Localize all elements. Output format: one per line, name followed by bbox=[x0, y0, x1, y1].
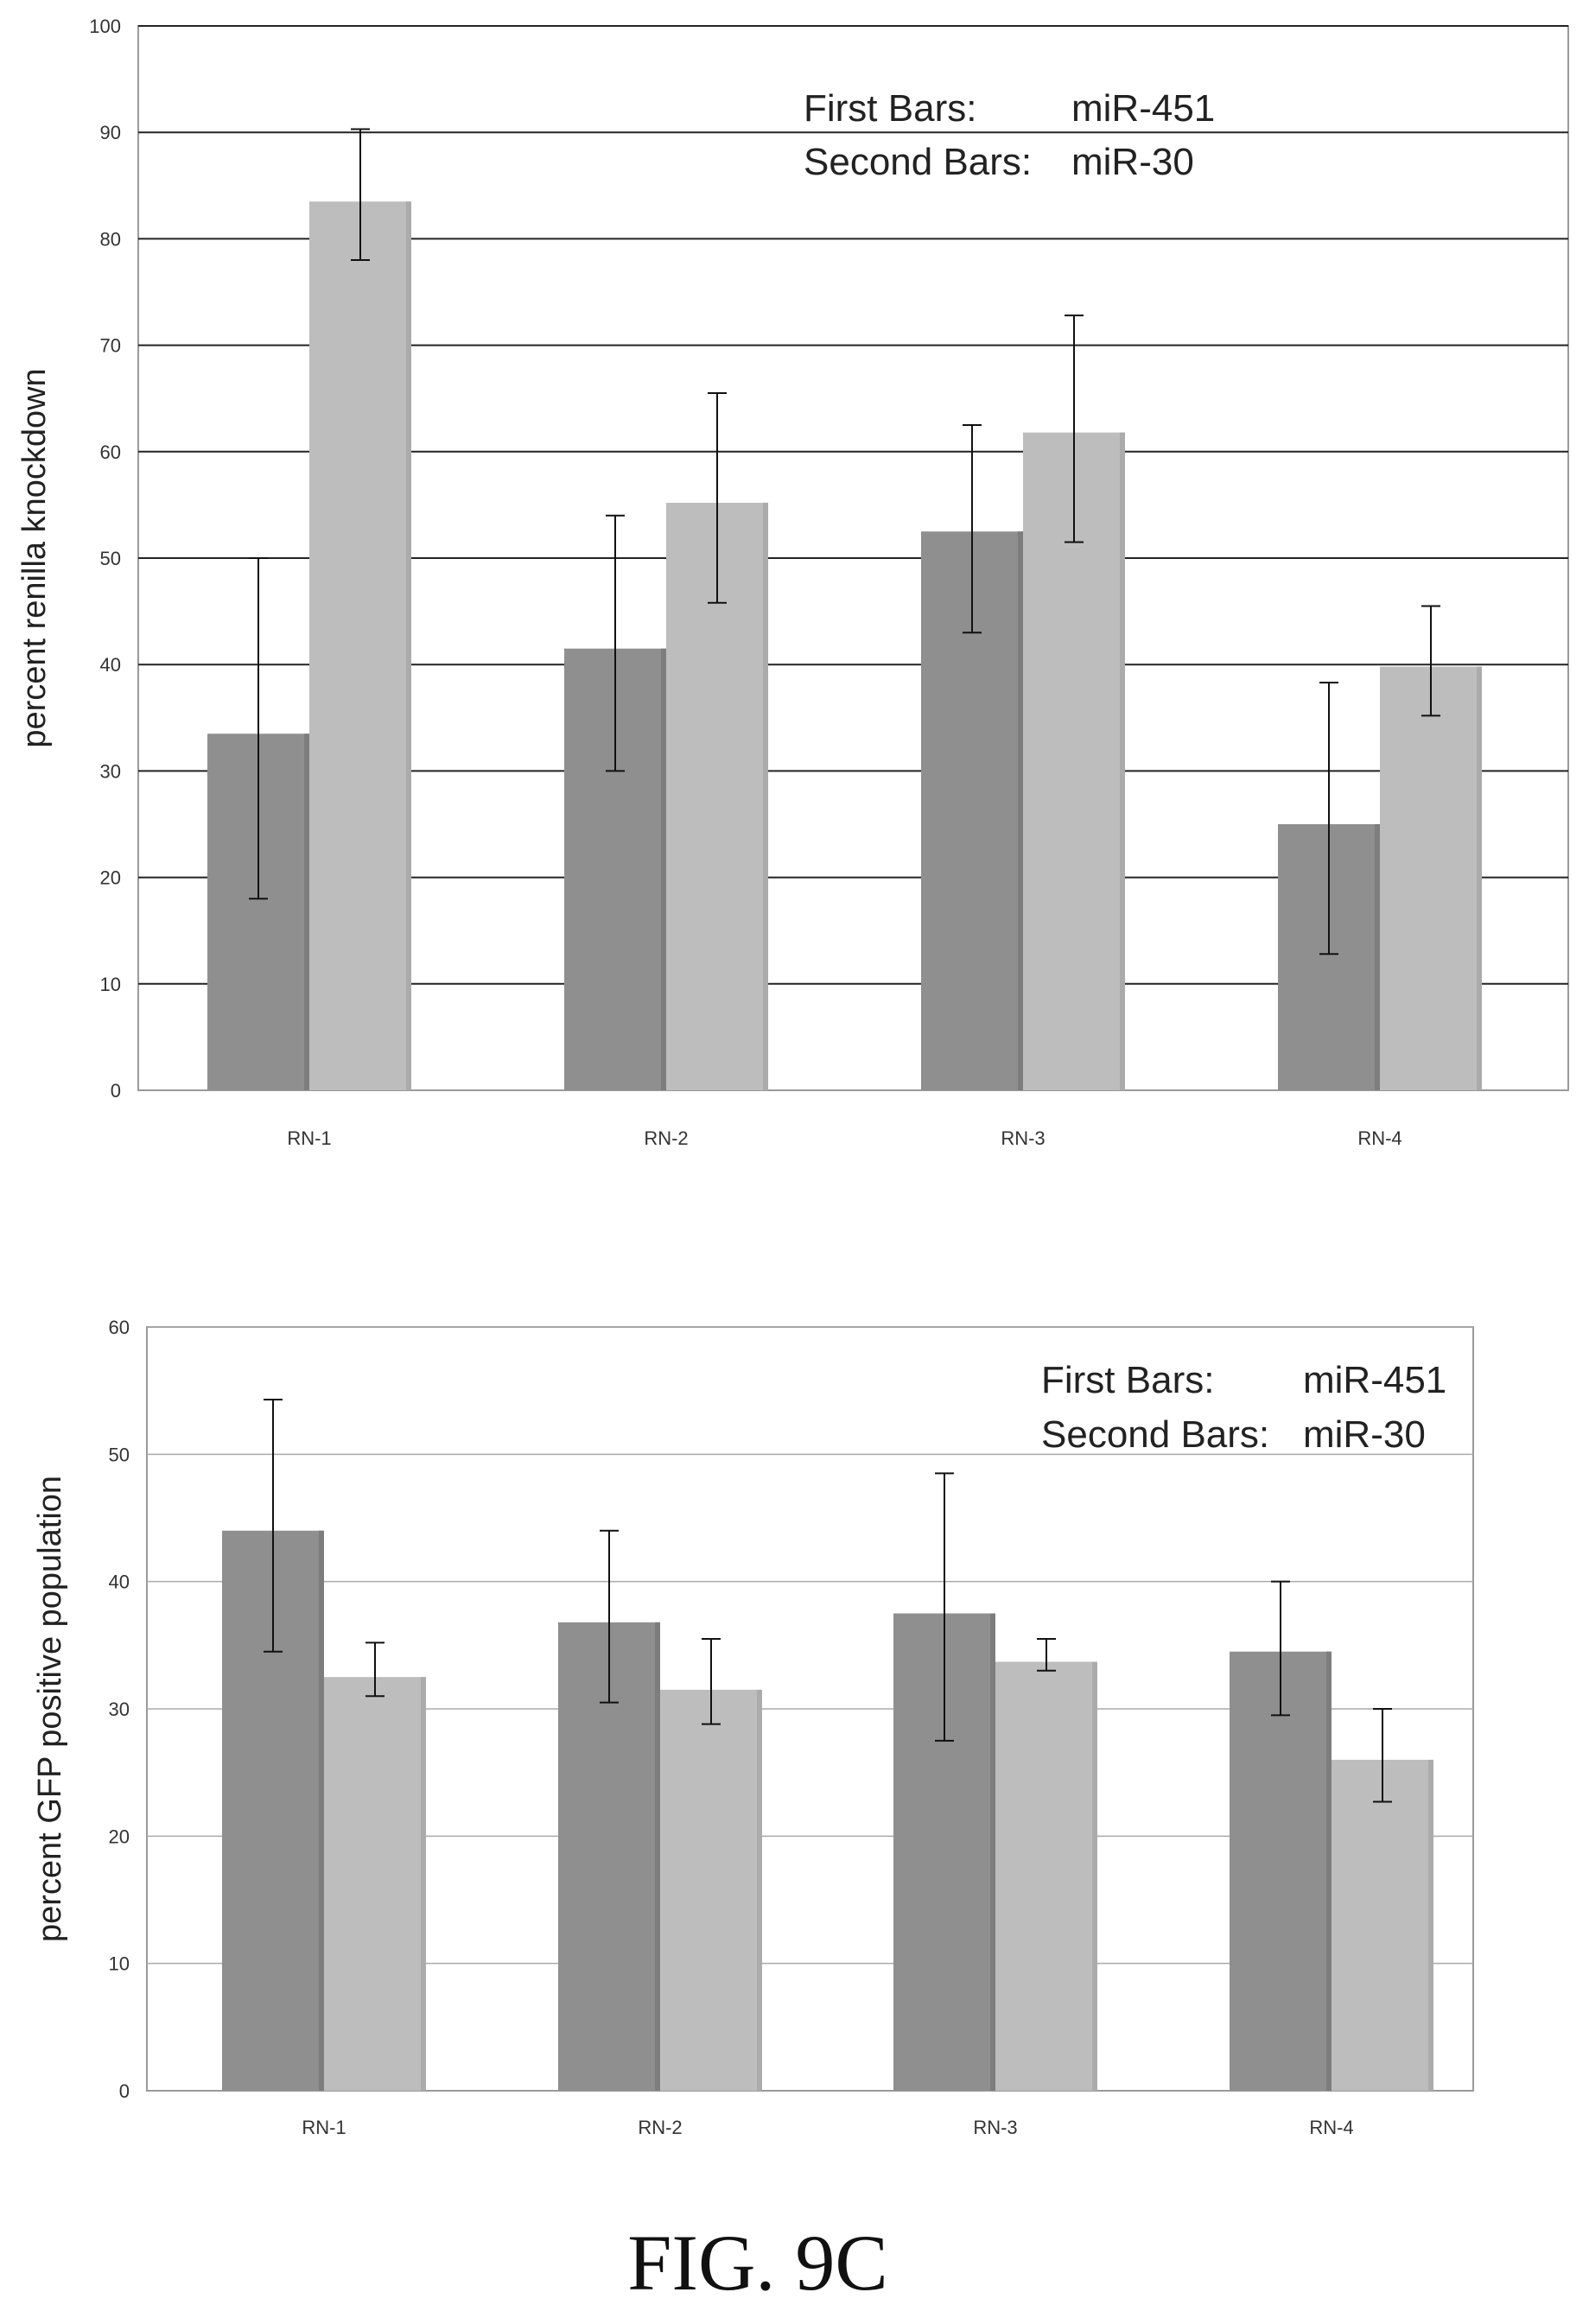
y-tick-label: 60 bbox=[100, 441, 121, 463]
y-tick-label: 90 bbox=[100, 122, 121, 143]
bar-series2-rn-4 bbox=[1332, 1759, 1433, 2091]
bar-series2-rn-4 bbox=[1380, 666, 1482, 1090]
bar-shade bbox=[1326, 1651, 1332, 2091]
y-tick-label: 0 bbox=[111, 1080, 121, 1102]
bar-series2-rn-1 bbox=[324, 1677, 426, 2091]
bar-shade bbox=[655, 1622, 660, 2091]
y-tick-label: 50 bbox=[109, 1444, 130, 1465]
bar-shade bbox=[421, 1677, 426, 2091]
y-axis-label: percent renilla knockdown bbox=[16, 368, 53, 747]
legend-label: First Bars: bbox=[804, 87, 976, 130]
y-axis-label: percent GFP positive population bbox=[32, 1476, 68, 1942]
y-tick-label: 50 bbox=[100, 548, 121, 569]
bar-shade bbox=[763, 502, 768, 1090]
bar-shade bbox=[1375, 824, 1380, 1090]
x-category-label: RN-4 bbox=[1357, 1127, 1401, 1149]
bar-series2-rn-3 bbox=[995, 1661, 1097, 2091]
x-category-label: RN-4 bbox=[1309, 2117, 1353, 2138]
y-tick-label: 60 bbox=[109, 1317, 130, 1338]
legend-label: First Bars: bbox=[1041, 1359, 1214, 1401]
y-tick-label: 20 bbox=[109, 1826, 130, 1847]
y-tick-label: 10 bbox=[100, 974, 121, 995]
y-tick-label: 20 bbox=[100, 867, 121, 889]
y-tick-label: 40 bbox=[109, 1572, 130, 1593]
x-category-label: RN-3 bbox=[973, 2117, 1017, 2138]
figure-caption: FIG. 9C bbox=[627, 2219, 888, 2307]
bar-shade bbox=[319, 1530, 324, 2091]
x-category-label: RN-2 bbox=[638, 2117, 682, 2138]
bar-shade bbox=[1120, 432, 1125, 1090]
y-tick-label: 10 bbox=[109, 1953, 130, 1975]
bar-shade bbox=[1477, 666, 1482, 1090]
legend-value: miR-451 bbox=[1303, 1359, 1446, 1401]
y-tick-label: 40 bbox=[100, 654, 121, 676]
x-category-label: RN-1 bbox=[287, 1127, 331, 1149]
x-category-label: RN-2 bbox=[644, 1127, 688, 1149]
bar-shade bbox=[304, 733, 309, 1090]
legend-value: miR-30 bbox=[1071, 141, 1194, 183]
y-tick-label: 80 bbox=[100, 228, 121, 250]
legend-value: miR-451 bbox=[1071, 87, 1215, 130]
bar-shade bbox=[406, 201, 411, 1090]
y-tick-label: 30 bbox=[100, 760, 121, 782]
bar-series2-rn-2 bbox=[660, 1689, 762, 2091]
bar-shade bbox=[1428, 1759, 1433, 2091]
legend-label: Second Bars: bbox=[804, 141, 1032, 183]
y-tick-label: 0 bbox=[119, 2080, 130, 2102]
bar-shade bbox=[990, 1613, 995, 2091]
gfp-positive-chart: 0 10 20 30 40 50 60 percent GFP positive popula… bbox=[32, 1317, 1474, 2138]
y-tick-label: 30 bbox=[109, 1699, 130, 1720]
x-category-label: RN-1 bbox=[302, 2117, 346, 2138]
bar-series2-rn-1 bbox=[309, 201, 411, 1090]
bar-shade bbox=[1018, 531, 1023, 1090]
x-category-label: RN-3 bbox=[1001, 1127, 1045, 1149]
bar-shade bbox=[757, 1689, 762, 2091]
bar-shade bbox=[1092, 1661, 1097, 2091]
renilla-knockdown-chart: 0 10 20 30 40 50 60 70 80 90 100 percent renilla kn… bbox=[16, 16, 1569, 1149]
y-tick-label: 100 bbox=[89, 16, 121, 37]
bar-shade bbox=[661, 648, 666, 1090]
bar-series1-rn-4 bbox=[1230, 1651, 1332, 2091]
legend-label: Second Bars: bbox=[1041, 1413, 1269, 1456]
legend-value: miR-30 bbox=[1303, 1413, 1426, 1456]
y-tick-label: 70 bbox=[100, 335, 121, 357]
